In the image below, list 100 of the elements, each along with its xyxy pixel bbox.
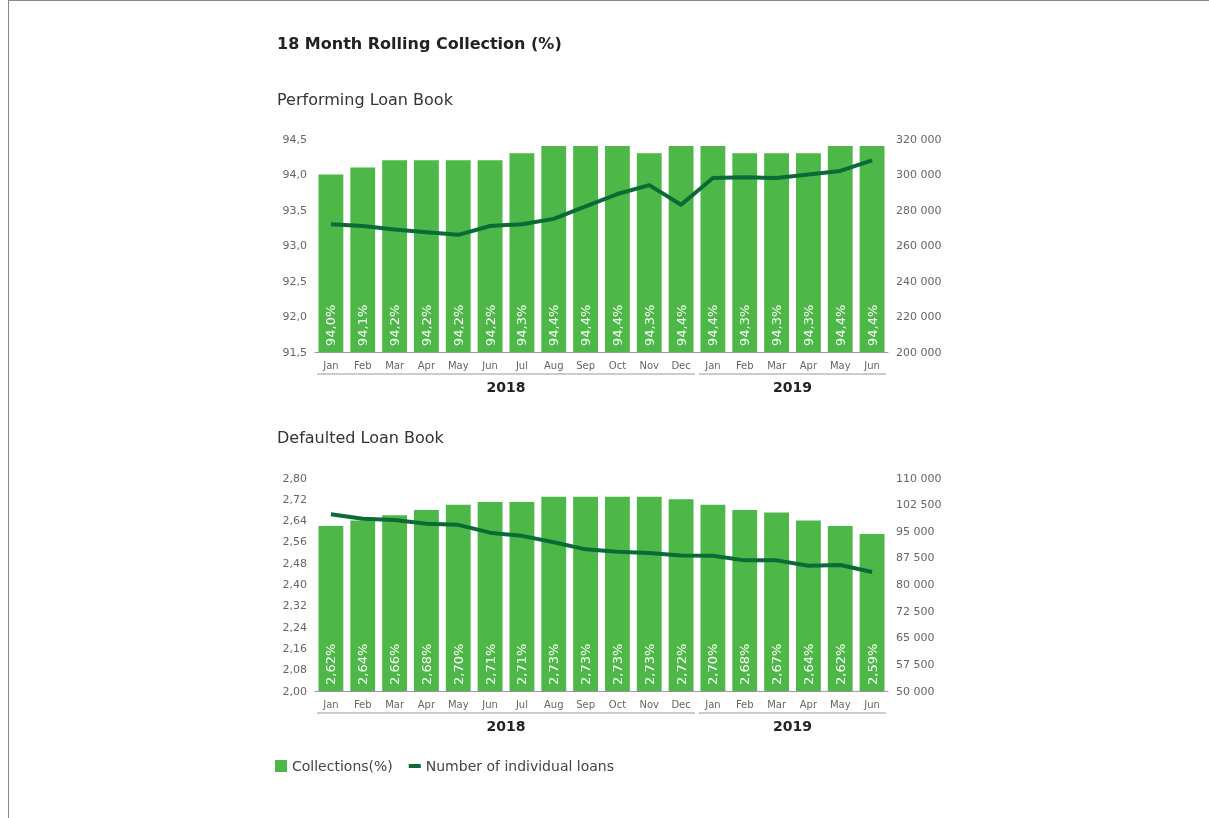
data-label: 2,72% <box>673 643 689 685</box>
x-tick-label: Feb <box>735 698 754 710</box>
data-label: 94,2% <box>482 304 498 346</box>
line-series <box>328 158 875 237</box>
data-label: 94,3% <box>641 304 657 346</box>
y-tick-label: 91,5 <box>282 345 307 359</box>
x-tick-label: Mar <box>385 359 405 371</box>
chart-subtitle: Performing Loan Book <box>277 90 453 109</box>
chart-title: Defaulted Loan Book <box>277 428 444 447</box>
data-label: 2,73% <box>578 643 594 685</box>
y2-tick-label: 65 000 <box>896 631 935 645</box>
x-tick-label: Jan <box>704 698 721 710</box>
y-tick-label: 2,24 <box>282 620 307 634</box>
y-tick-label: 94,5 <box>282 132 307 146</box>
data-label: 94,1% <box>355 304 371 346</box>
data-label: 2,73% <box>609 643 625 685</box>
x-tick-label: Aug <box>543 698 564 710</box>
x-tick-label: Jan <box>704 359 721 371</box>
x-tick-label: Nov <box>639 698 660 710</box>
data-label: 2,71% <box>482 643 498 685</box>
y-tick-label: 2,08 <box>282 663 307 677</box>
x-tick-label: Jun <box>863 698 880 710</box>
data-label: 2,73% <box>546 643 562 685</box>
data-label: 2,67% <box>769 643 785 685</box>
x-tick-label: Jan <box>322 698 339 710</box>
data-label: 94,4% <box>673 304 689 346</box>
x-tick-label: May <box>447 698 469 710</box>
data-label: 94,4% <box>609 304 625 346</box>
data-label: 2,73% <box>641 643 657 685</box>
y-tick-label: 2,64 <box>282 514 307 528</box>
y-tick-label: 2,32 <box>282 599 307 613</box>
text: 2018 <box>486 379 526 395</box>
data-label: 94,2% <box>450 304 466 346</box>
x-tick-label: Sep <box>576 698 596 710</box>
x-tick-label: Aug <box>543 359 564 371</box>
data-label: 94,3% <box>737 304 753 346</box>
y-tick-label: 92,5 <box>282 274 307 288</box>
y2-tick-label: 280 000 <box>896 203 942 217</box>
x-tick-label: May <box>829 359 851 371</box>
y-tick-label: 93,0 <box>282 239 307 252</box>
x-tick-label: Apr <box>799 698 818 710</box>
y-tick-label: 2,40 <box>282 578 307 591</box>
x-tick-label: Jan <box>322 359 339 371</box>
y2-tick-label: 260 000 <box>896 239 942 252</box>
x-tick-label: Dec <box>671 698 691 710</box>
text: 2019 <box>773 718 812 734</box>
y-tick-label: 94,0 <box>282 168 307 181</box>
y2-tick-label: 110 000 <box>896 471 942 485</box>
data-label: 2,59% <box>864 643 880 685</box>
y-tick-label: 2,00 <box>282 684 307 698</box>
y2-tick-label: 72 500 <box>896 604 935 618</box>
chart-title: 18 Month Rolling Collection (%) <box>277 34 562 53</box>
x-tick-label: Feb <box>735 359 754 371</box>
y-tick-label: 92,0 <box>282 310 307 323</box>
data-label: 2,68% <box>418 643 434 685</box>
data-label: 2,64% <box>355 643 371 685</box>
x-tick-label: Oct <box>608 359 627 371</box>
x-tick-label: Mar <box>385 698 405 710</box>
legend-label: Number of individual loans <box>425 758 614 774</box>
y2-tick-label: 320 000 <box>896 132 942 146</box>
y2-tick-label: 220 000 <box>896 310 942 323</box>
x-tick-label: Sep <box>576 359 596 371</box>
data-label: 94,2% <box>418 304 434 346</box>
y-tick-label: 2,72 <box>282 492 307 506</box>
y2-tick-label: 57 500 <box>896 657 935 671</box>
x-tick-label: Mar <box>767 698 787 710</box>
data-label: 94,4% <box>705 304 721 346</box>
data-label: 94,0% <box>323 304 339 346</box>
x-tick-label: Oct <box>608 698 627 710</box>
x-tick-label: Jul <box>514 359 528 371</box>
data-label: 94,3% <box>514 304 530 346</box>
y2-tick-label: 87 500 <box>896 551 935 565</box>
y2-tick-label: 240 000 <box>896 274 942 288</box>
data-label: 2,66% <box>387 643 403 685</box>
y2-tick-label: 102 500 <box>896 498 942 512</box>
x-tick-label: Feb <box>353 359 372 371</box>
data-label: 94,2% <box>387 304 403 346</box>
y-tick-label: 2,80 <box>282 471 307 485</box>
x-tick-label: Dec <box>671 359 691 371</box>
data-label: 2,70% <box>450 643 466 685</box>
y-tick-label: 93,5 <box>282 203 307 217</box>
data-label: 2,64% <box>800 643 816 685</box>
y2-tick-label: 95 000 <box>896 524 935 538</box>
y-tick-label: 2,56 <box>282 535 307 549</box>
x-tick-label: Apr <box>417 359 436 371</box>
x-tick-label: May <box>447 359 469 371</box>
text: 2018 <box>486 718 526 734</box>
data-label: 94,3% <box>769 304 785 346</box>
data-label: 2,68% <box>737 643 753 685</box>
data-label: 94,4% <box>832 304 848 346</box>
y2-tick-label: 50 000 <box>896 684 935 698</box>
data-label: 2,70% <box>705 643 721 685</box>
x-tick-label: Apr <box>417 698 436 710</box>
x-tick-label: Jun <box>481 359 498 371</box>
data-label: 2,62% <box>832 643 848 685</box>
x-tick-label: Apr <box>799 359 818 371</box>
data-label: 2,71% <box>514 643 530 685</box>
data-label: 2,62% <box>323 643 339 685</box>
y2-tick-label: 80 000 <box>896 578 935 591</box>
x-tick-label: Jun <box>863 359 880 371</box>
